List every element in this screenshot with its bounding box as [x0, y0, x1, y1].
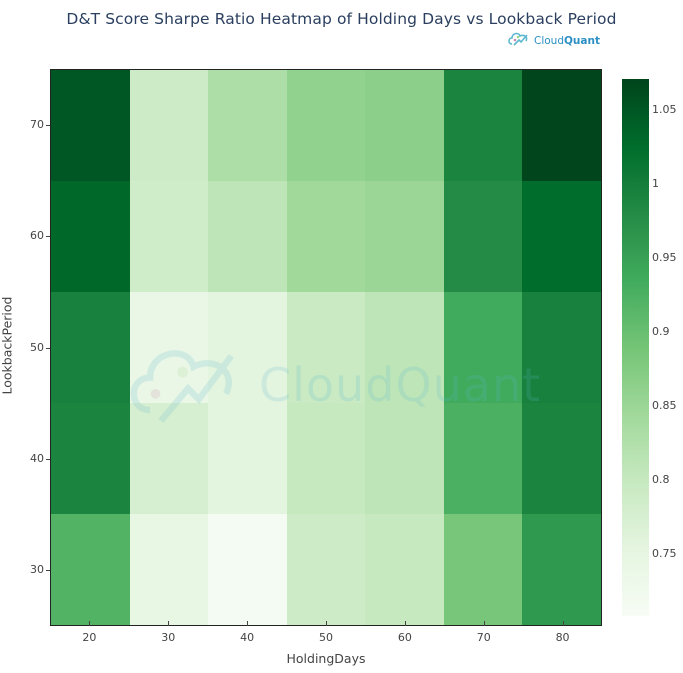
- x-tick-label: 30: [161, 631, 176, 644]
- heatmap-cell: [286, 292, 366, 403]
- colorbar-tick-label: 1: [652, 177, 659, 191]
- heatmap-cell: [208, 514, 287, 625]
- cloudquant-logo-icon: [507, 30, 531, 52]
- x-tick-mark: [168, 621, 170, 626]
- heatmap-cell: [365, 292, 444, 403]
- heatmap-cell: [51, 181, 130, 292]
- x-tick-mark: [89, 621, 91, 626]
- y-tick-mark: [46, 347, 50, 349]
- heatmap-cell: [286, 70, 366, 181]
- heatmap-cell: [443, 514, 523, 625]
- x-tick-label: 40: [240, 631, 255, 644]
- colorbar-tick-label: 0.75: [652, 546, 677, 560]
- y-tick-label: 30: [30, 563, 44, 577]
- y-tick-label: 50: [30, 340, 44, 354]
- heatmap-cell: [208, 181, 287, 292]
- colorbar-tick-label: 0.95: [652, 251, 677, 264]
- heatmap-cell: [365, 403, 444, 514]
- heatmap-cell: [522, 514, 601, 625]
- heatmap-cell: [286, 403, 366, 514]
- colorbar-tick-label: 0.9: [652, 324, 670, 338]
- colorbar-tick-label: 0.85: [652, 398, 677, 412]
- heatmap-cell: [286, 514, 366, 625]
- heatmap-cell: [51, 403, 130, 514]
- heatmap-cell: [208, 292, 287, 403]
- x-tick-label: 80: [555, 631, 570, 644]
- x-tick-mark: [404, 621, 406, 626]
- x-tick-label: 60: [397, 631, 412, 644]
- heatmap-cell: [443, 403, 523, 514]
- heatmap-cell: [129, 292, 209, 403]
- chart-title: D&T Score Sharpe Ratio Heatmap of Holdin…: [66, 10, 617, 28]
- y-tick-label: 60: [30, 229, 44, 243]
- x-tick-label: 50: [319, 631, 333, 644]
- heatmap-cell: [51, 70, 130, 181]
- y-tick-mark: [46, 124, 50, 126]
- heatmap-cell: [365, 514, 444, 625]
- heatmap-cell: [129, 70, 209, 181]
- y-axis-label: LookbackPeriod: [0, 296, 15, 395]
- x-tick-mark: [562, 621, 564, 626]
- brand-name: CloudQuant: [534, 35, 600, 47]
- y-tick-label: 40: [30, 451, 44, 465]
- heatmap-cell: [522, 292, 601, 403]
- heatmap-cell: [522, 181, 601, 292]
- x-tick-mark: [247, 621, 249, 626]
- heatmap-cell: [365, 70, 444, 181]
- heatmap-cell: [443, 181, 523, 292]
- heatmap-cell: [129, 181, 209, 292]
- heatmap-cell: [365, 181, 444, 292]
- heatmap-cell: [51, 514, 130, 625]
- heatmap-plot-area: CloudQuant: [50, 69, 602, 626]
- heatmap-cell: [208, 70, 287, 181]
- heatmap-cell: [522, 70, 601, 181]
- y-tick-label: 70: [30, 117, 44, 131]
- brand-logo: CloudQuant: [507, 30, 600, 52]
- colorbar-tick-label: 0.8: [652, 472, 670, 486]
- x-axis-label: HoldingDays: [286, 651, 366, 666]
- y-tick-mark: [46, 570, 50, 572]
- colorbar-tick-label: 1.05: [652, 103, 677, 117]
- x-tick-mark: [326, 621, 327, 626]
- heatmap-cell: [286, 181, 366, 292]
- x-tick-label: 70: [476, 631, 491, 644]
- colorbar: [622, 79, 649, 616]
- x-tick-mark: [483, 621, 485, 626]
- heatmap-cell: [208, 403, 287, 514]
- heatmap-cell: [443, 292, 523, 403]
- y-tick-mark: [46, 236, 50, 238]
- heatmap-cells: [51, 70, 601, 625]
- heatmap-cell: [443, 70, 523, 181]
- heatmap-cell: [51, 292, 130, 403]
- heatmap-cell: [129, 514, 209, 625]
- y-tick-mark: [46, 458, 50, 460]
- x-tick-label: 20: [82, 631, 97, 644]
- heatmap-cell: [522, 403, 601, 514]
- heatmap-cell: [129, 403, 209, 514]
